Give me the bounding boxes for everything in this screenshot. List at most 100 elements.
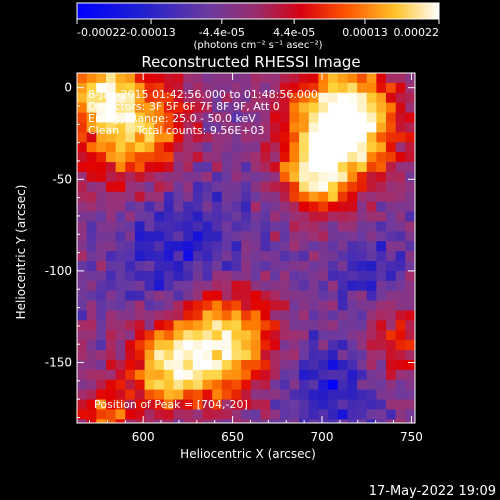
heatmap-pixel [250, 191, 262, 203]
heatmap-pixel [134, 132, 146, 143]
heatmap-pixel [337, 300, 348, 312]
heatmap-pixel [212, 231, 223, 242]
heatmap-pixel [279, 162, 291, 173]
heatmap-pixel [96, 181, 107, 193]
heatmap-pixel [96, 241, 107, 252]
heatmap-pixel [77, 389, 88, 401]
heatmap-pixel [105, 320, 117, 331]
heatmap-pixel [386, 270, 397, 282]
heatmap-pixel [260, 290, 271, 302]
heatmap-pixel [96, 112, 107, 124]
heatmap-pixel [115, 122, 126, 133]
heatmap-pixel [299, 191, 310, 203]
heatmap-pixel [163, 241, 175, 252]
heatmap-pixel [270, 290, 281, 302]
heatmap-pixel [173, 251, 184, 262]
heatmap-pixel [144, 300, 155, 312]
heatmap-pixel [347, 270, 358, 282]
heatmap-pixel [115, 300, 126, 312]
heatmap-pixel [105, 122, 117, 133]
heatmap-pixel [154, 142, 165, 153]
heatmap-pixel [337, 171, 348, 183]
heatmap-pixel [202, 290, 213, 302]
heatmap-pixel [86, 330, 97, 341]
heatmap-pixel [405, 290, 415, 302]
heatmap-pixel [192, 369, 204, 381]
heatmap-pixel [134, 389, 146, 401]
heatmap-pixel [308, 201, 320, 213]
heatmap-pixel [96, 419, 107, 423]
heatmap-pixel [405, 261, 415, 272]
heatmap-pixel [366, 290, 377, 302]
heatmap-pixel [279, 300, 291, 312]
heatmap-pixel [96, 102, 107, 114]
heatmap-pixel [154, 241, 165, 252]
heatmap-pixel [260, 241, 271, 252]
heatmap-pixel [202, 320, 213, 331]
heatmap-pixel [270, 280, 281, 292]
heatmap-pixel [154, 290, 165, 302]
heatmap-pixel [134, 122, 146, 133]
heatmap-pixel [231, 350, 242, 361]
heatmap-pixel [115, 379, 126, 391]
heatmap-pixel [357, 181, 368, 193]
heatmap-pixel [299, 112, 310, 124]
heatmap-pixel [347, 389, 358, 401]
heatmap-pixel [395, 320, 406, 331]
heatmap-pixel [183, 389, 194, 401]
heatmap-pixel [105, 201, 117, 213]
heatmap-pixel [115, 231, 126, 242]
heatmap-pixel [386, 290, 397, 302]
heatmap-pixel [318, 310, 329, 321]
heatmap-pixel [289, 82, 300, 94]
heatmap-pixel [231, 73, 242, 84]
x-axis-ticks: 600 650 700 750 [89, 73, 423, 444]
heatmap-pixel [241, 112, 252, 124]
heatmap-pixel [386, 221, 397, 232]
heatmap-pixel [415, 192, 425, 203]
heatmap-pixel [125, 280, 136, 292]
heatmap-pixel [415, 340, 425, 351]
heatmap-pixel [192, 389, 204, 401]
heatmap-pixel [337, 92, 348, 104]
heatmap-pixel [386, 389, 397, 401]
heatmap-pixel [173, 211, 184, 223]
heatmap-pixel [105, 162, 117, 173]
heatmap-pixel [241, 73, 252, 84]
heatmap-pixel [279, 330, 291, 341]
heatmap-pixel [115, 152, 126, 163]
heatmap-pixel [376, 310, 387, 321]
heatmap-pixel [308, 340, 320, 351]
heatmap-pixel [212, 191, 223, 203]
heatmap-pixel [395, 369, 406, 381]
heatmap-pixel [221, 300, 233, 312]
heatmap-pixel [376, 369, 387, 381]
heatmap-pixel [134, 340, 146, 351]
heatmap-pixel [405, 122, 415, 133]
heatmap-pixel [386, 191, 397, 203]
heatmap-pixel [347, 171, 358, 183]
heatmap-pixel [376, 201, 387, 213]
heatmap-pixel [415, 73, 425, 84]
heatmap-pixel [395, 399, 406, 411]
heatmap-pixel [212, 320, 223, 331]
heatmap-pixel [328, 162, 339, 173]
heatmap-pixel [173, 92, 184, 104]
heatmap-pixel [270, 191, 281, 203]
heatmap-pixel [299, 152, 310, 163]
heatmap-pixel [154, 82, 165, 94]
heatmap-pixel [260, 251, 271, 262]
heatmap-pixel [134, 112, 146, 124]
heatmap-pixel [318, 162, 329, 173]
heatmap-pixel [125, 211, 136, 223]
heatmap-pixel [86, 122, 97, 133]
heatmap-pixel [163, 369, 175, 381]
heatmap-pixel [405, 162, 415, 173]
heatmap-pixel [221, 181, 233, 193]
heatmap-pixel [318, 251, 329, 262]
heatmap-pixel [183, 201, 194, 213]
heatmap-pixel [221, 221, 233, 232]
heatmap-pixel [163, 122, 175, 133]
heatmap-pixel [366, 369, 377, 381]
heatmap-pixel [154, 340, 165, 351]
